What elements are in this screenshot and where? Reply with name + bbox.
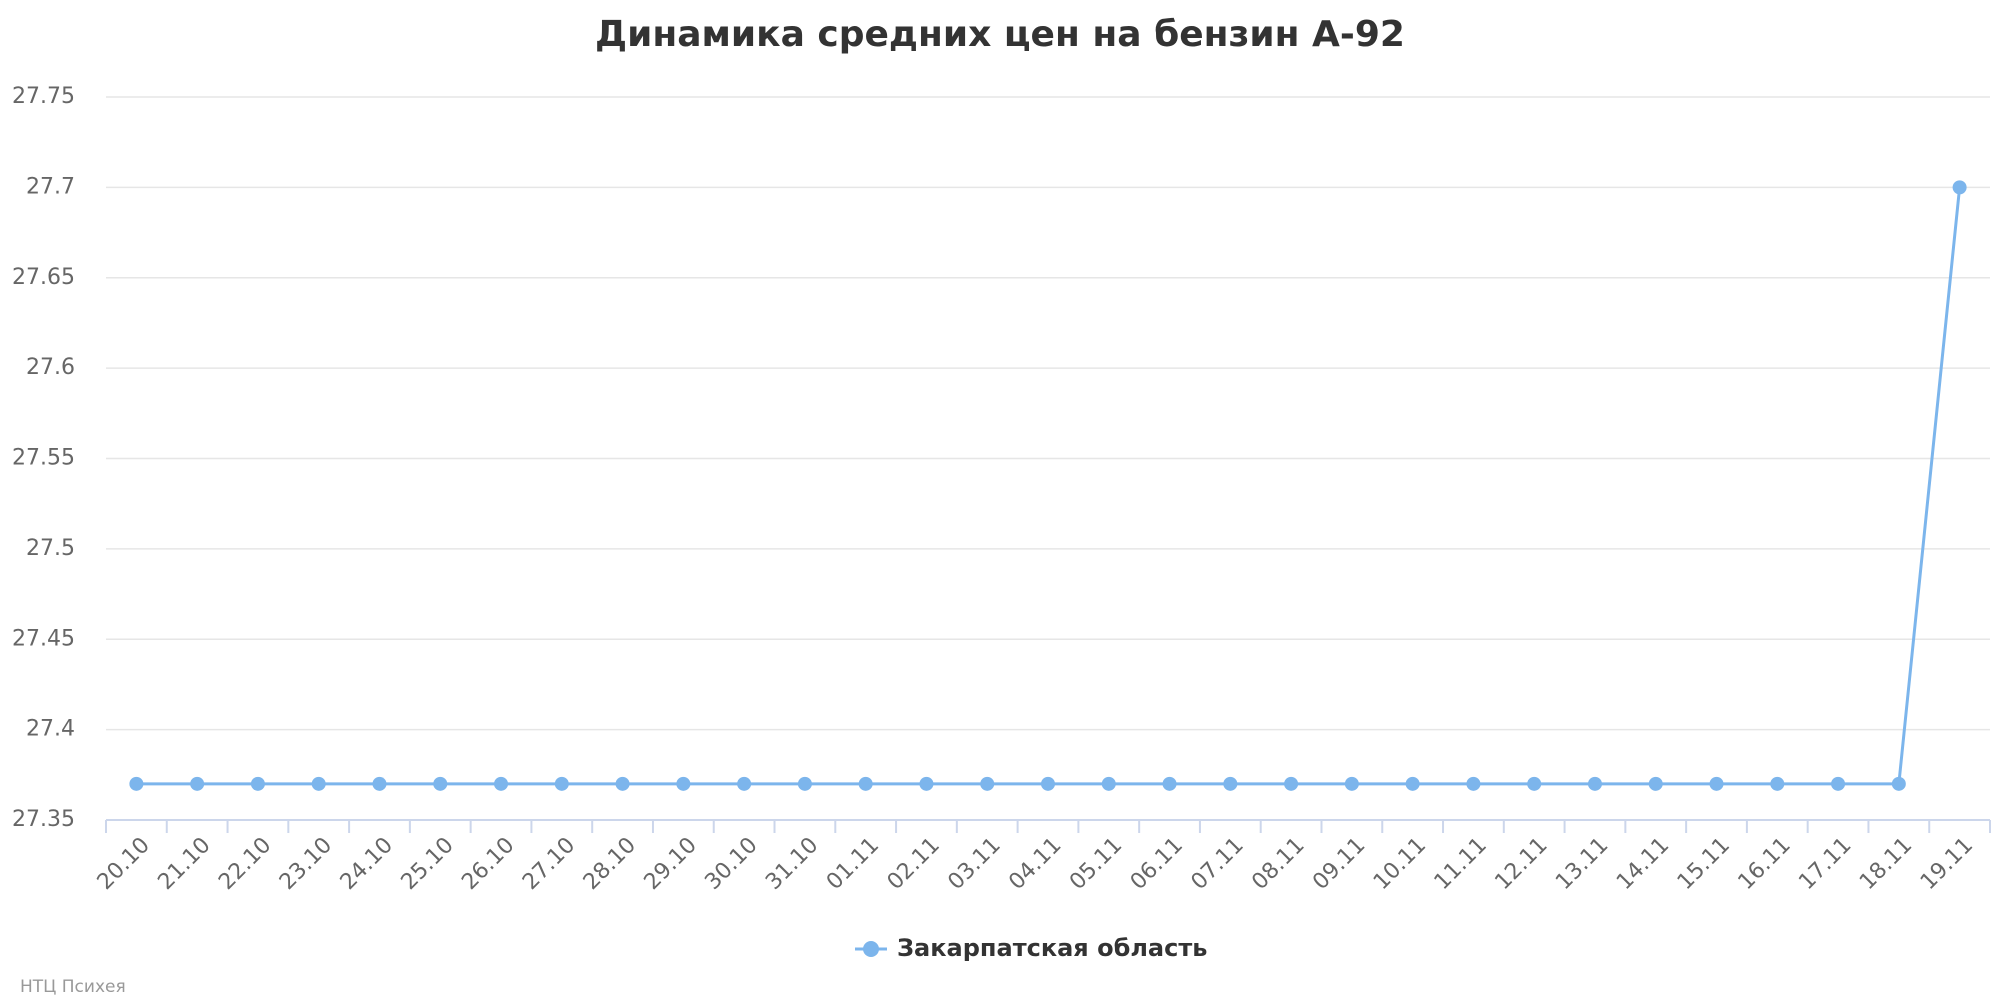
x-tick-label: 13.11: [1551, 833, 1613, 895]
data-point: [737, 776, 752, 791]
x-tick-label: 16.11: [1734, 833, 1796, 895]
x-tick-label: 08.11: [1247, 833, 1309, 895]
data-point: [1405, 776, 1420, 791]
x-tick-label: 12.11: [1490, 833, 1552, 895]
data-point: [1041, 776, 1055, 791]
x-tick-label: 22.10: [214, 833, 276, 895]
data-point: [980, 776, 995, 791]
x-tick-label: 23.10: [275, 833, 337, 895]
data-point: [250, 776, 265, 791]
data-point: [372, 776, 387, 791]
data-point: [676, 776, 691, 791]
data-point: [1952, 180, 1967, 195]
y-tick-label: 27.55: [12, 446, 75, 471]
x-tick-label: 01.11: [822, 833, 884, 895]
data-point: [615, 776, 630, 791]
data-point: [1162, 776, 1177, 791]
x-tick-label: 26.10: [457, 833, 519, 895]
x-tick-label: 21.10: [153, 833, 215, 895]
y-tick-label: 27.4: [26, 717, 75, 742]
y-tick-label: 27.65: [12, 265, 75, 290]
data-point: [1223, 776, 1238, 791]
legend-label: Закарпатская область: [897, 934, 1207, 962]
data-point: [1101, 776, 1116, 791]
x-tick-label: 31.10: [761, 833, 823, 895]
data-point: [1709, 776, 1724, 791]
y-tick-label: 27.75: [12, 84, 75, 109]
y-tick-label: 27.5: [26, 536, 75, 561]
x-tick-label: 04.11: [1004, 833, 1066, 895]
data-point: [858, 776, 873, 791]
x-tick-label: 15.11: [1673, 833, 1735, 895]
data-point: [311, 776, 326, 791]
x-tick-label: 09.11: [1308, 833, 1370, 895]
legend-marker: [863, 941, 879, 957]
x-tick-label: 10.11: [1369, 833, 1431, 895]
data-point: [1466, 776, 1481, 791]
data-point: [1648, 776, 1663, 791]
x-tick-label: 27.10: [518, 833, 580, 895]
x-tick-label: 03.11: [943, 833, 1005, 895]
y-tick-label: 27.45: [12, 626, 75, 651]
data-point: [129, 776, 144, 791]
x-tick-label: 19.11: [1916, 833, 1978, 895]
data-point: [554, 776, 569, 791]
x-tick-label: 29.10: [640, 833, 702, 895]
data-point: [1587, 776, 1602, 791]
x-tick-label: 30.10: [700, 833, 762, 895]
data-point: [494, 776, 509, 791]
data-point: [1891, 776, 1906, 791]
x-tick-label: 07.11: [1187, 833, 1249, 895]
data-point: [190, 776, 205, 791]
data-point: [797, 776, 812, 791]
data-point: [1284, 776, 1299, 791]
x-tick-label: 20.10: [93, 833, 155, 895]
series-line: [136, 187, 1962, 786]
data-point: [919, 776, 934, 791]
data-point: [1527, 776, 1542, 791]
x-tick-label: 11.11: [1430, 833, 1492, 895]
y-tick-label: 27.35: [12, 807, 75, 832]
y-tick-label: 27.7: [26, 174, 75, 199]
x-tick-label: 05.11: [1065, 833, 1127, 895]
x-tick-label: 06.11: [1126, 833, 1188, 895]
x-tick-label: 02.11: [883, 833, 945, 895]
data-point: [1831, 776, 1846, 791]
x-tick-label: 24.10: [336, 833, 398, 895]
credits: НТЦ Психея: [20, 977, 126, 997]
x-tick-label: 28.10: [579, 833, 641, 895]
x-tick-label: 18.11: [1855, 833, 1917, 895]
chart-title: Динамика средних цен на бензин A-92: [595, 14, 1405, 55]
x-tick-label: 14.11: [1612, 833, 1674, 895]
x-tick-label: 17.11: [1794, 833, 1856, 895]
y-tick-label: 27.6: [26, 355, 75, 380]
data-point: [1344, 776, 1359, 791]
x-tick-label: 25.10: [397, 833, 459, 895]
data-point: [433, 776, 448, 791]
data-point: [1770, 776, 1785, 791]
